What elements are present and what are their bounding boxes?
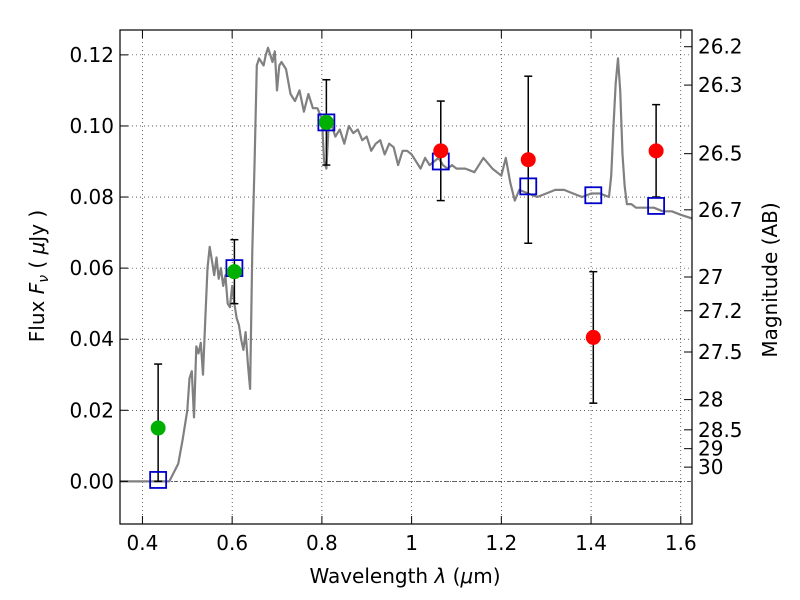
right-tick-label: 27 [698,265,723,289]
model-point-square [647,197,666,215]
y-tick-label: 0.10 [69,114,114,138]
right-tick-label: 26.2 [698,35,743,59]
observed-point [150,420,166,436]
x-tick-label: 0.4 [127,531,159,555]
right-axis-label: Magnitude (AB) [758,202,782,357]
x-tick-label: 1.4 [575,531,607,555]
right-tick-label: 30 [698,455,723,479]
y-tick-label: 0.04 [69,327,114,351]
model-point-square [584,186,603,205]
y-tick-label: 0.02 [69,398,114,422]
y-tick-label: 0.00 [69,469,114,493]
right-tick-label: 28 [698,388,723,412]
x-axis-label: Wavelength λ (μm) [309,564,500,588]
x-tick-label: 0.6 [216,531,248,555]
y-tick-labels: 0.00 0.02 0.04 0.06 0.08 0.10 0.12 [69,43,114,493]
right-tick-label: 26.3 [698,73,743,97]
x-tick-label: 1 [405,531,418,555]
x-tick-label: 0.8 [306,531,338,555]
model-point-square [317,113,336,132]
axis-ticks [120,30,692,524]
observed-point [318,114,334,130]
model-spectrum-line [120,46,693,483]
observed-point [520,152,536,168]
y-tick-label: 0.12 [69,43,114,67]
right-tick-label: 27.2 [698,299,743,323]
right-tick-label: 26.7 [698,198,743,222]
y-axis-label: Flux Fν ( μJy ) [25,210,52,342]
right-tick-label: 27.5 [698,340,743,364]
y-tick-label: 0.08 [69,185,114,209]
x-tick-label: 1.2 [485,531,517,555]
right-tick-label: 26.5 [698,142,743,166]
x-tick-label: 1.6 [665,531,697,555]
x-tick-labels: 0.4 0.6 0.8 1 1.2 1.4 1.6 [127,531,697,555]
observed-photometry-points [150,114,664,436]
right-tick-label: 28.5 [698,418,743,442]
model-point-square [519,177,538,196]
observed-point [648,143,664,159]
y-tick-label: 0.06 [69,256,114,280]
right-tick-label: 29 [698,437,723,461]
observed-point [585,329,601,345]
observed-point [433,143,449,159]
model-point-square [149,471,168,489]
observed-point [226,264,242,280]
